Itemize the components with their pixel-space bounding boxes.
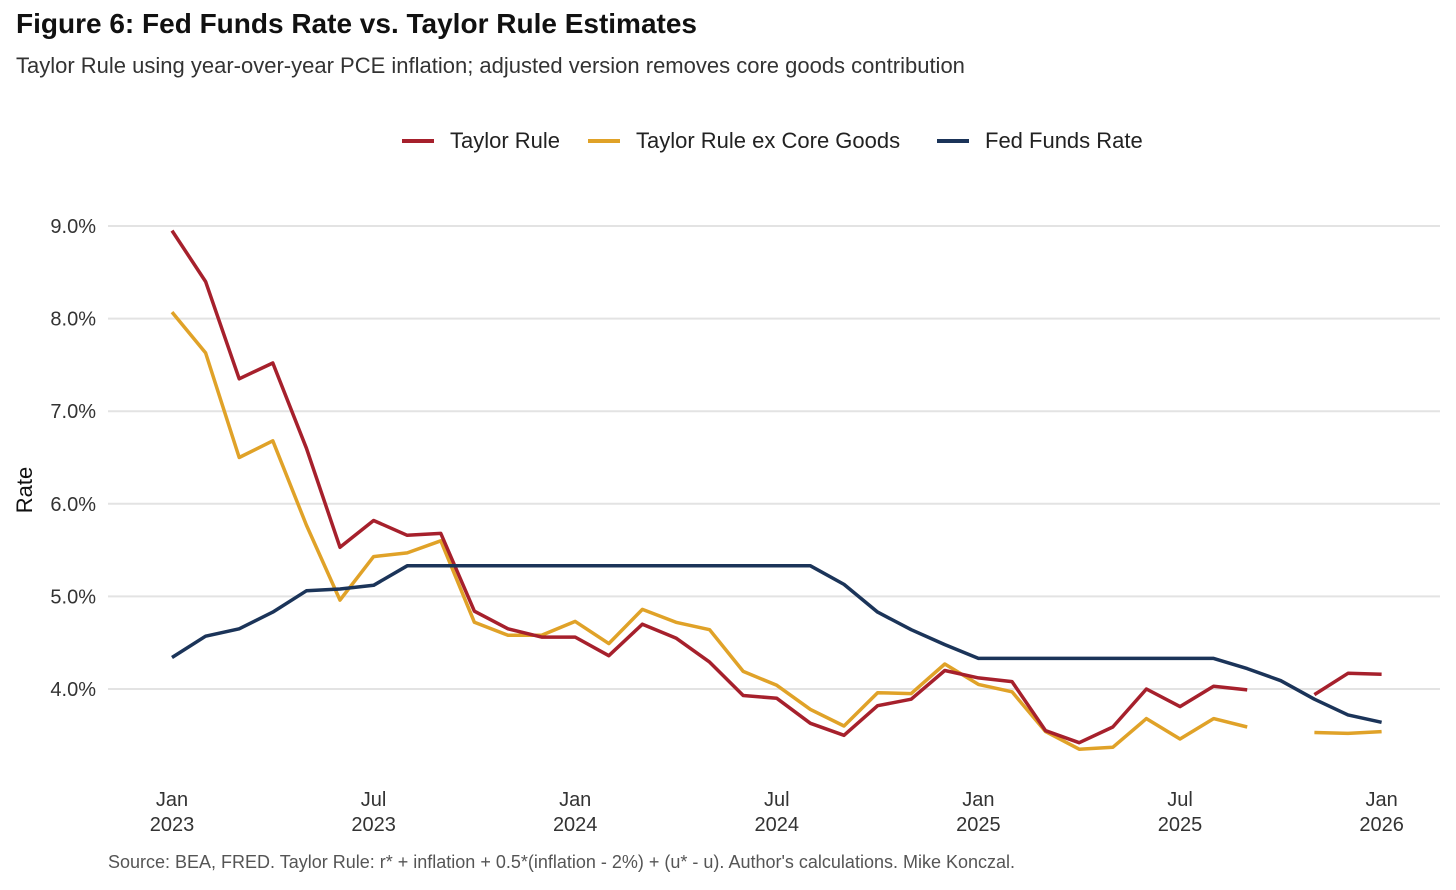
y-tick-label: 6.0% <box>50 494 96 516</box>
legend: Taylor Rule Taylor Rule ex Core Goods Fe… <box>0 126 1456 156</box>
legend-swatch-taylor-rule <box>402 139 434 143</box>
x-tick-label-year: 2024 <box>755 814 800 836</box>
x-tick-label-year: 2026 <box>1359 814 1404 836</box>
y-axis-title: Rate <box>12 467 37 513</box>
series-line-taylor-rule <box>1313 671 1382 697</box>
y-tick-label: 8.0% <box>50 309 96 331</box>
legend-item-taylor-rule-ex-core-goods: Taylor Rule ex Core Goods <box>588 126 900 156</box>
chart-subtitle: Taylor Rule using year-over-year PCE inf… <box>16 53 965 78</box>
x-tick-label-year: 2023 <box>351 814 396 836</box>
chart-title: Figure 6: Fed Funds Rate vs. Taylor Rule… <box>16 8 697 39</box>
x-tick-label-year: 2025 <box>956 814 1001 836</box>
legend-label-fed-funds-rate: Fed Funds Rate <box>985 128 1143 153</box>
x-tick-label-year: 2023 <box>150 814 195 836</box>
series-line-taylor-rule-ex-core-goods <box>170 310 1248 751</box>
x-tick-label-month: Jan <box>962 789 994 811</box>
line-chart: 4.0%5.0%6.0%7.0%8.0%9.0% Jan2023Jul2023J… <box>12 216 1440 836</box>
legend-label-taylor-rule: Taylor Rule <box>450 128 561 153</box>
y-tick-label: 7.0% <box>50 401 96 423</box>
series-taylor-rule-ex-core-goods <box>170 310 1382 751</box>
series-line-taylor-rule-ex-core-goods <box>1314 729 1382 736</box>
x-tick-label-month: Jan <box>156 789 188 811</box>
y-tick-label: 5.0% <box>50 586 96 608</box>
series-line-taylor-rule <box>170 229 1248 745</box>
series-taylor-rule <box>170 229 1382 745</box>
legend-swatch-taylor-rule-ex-core-goods <box>588 139 620 143</box>
x-tick-label-year: 2025 <box>1158 814 1203 836</box>
x-tick-label-year: 2024 <box>553 814 598 836</box>
series-fed-funds-rate <box>171 564 1382 725</box>
legend-swatch-fed-funds-rate <box>937 139 969 143</box>
y-tick-label: 4.0% <box>50 679 96 701</box>
x-tick-label-month: Jul <box>361 789 387 811</box>
gridlines <box>108 225 1440 690</box>
y-tick-label: 9.0% <box>50 216 96 238</box>
legend-item-fed-funds-rate: Fed Funds Rate <box>937 126 1143 156</box>
x-axis-ticks: Jan 2023 Jul 2023 Jan 2024 Jul 2024 Jan 2025 Jul 20… <box>150 789 1404 836</box>
source-note: Source: BEA, FRED. Taylor Rule: r* + inf… <box>108 852 1016 872</box>
x-tick-label-month: Jan <box>1365 789 1397 811</box>
series-lines <box>170 229 1382 751</box>
legend-label-taylor-rule-ex-core-goods: Taylor Rule ex Core Goods <box>636 128 901 153</box>
legend-item-taylor-rule: Taylor Rule <box>402 126 560 156</box>
x-tick-label-month: Jul <box>764 789 790 811</box>
y-axis-ticks: 4.0% 5.0% 6.0% 7.0% 8.0% 9.0% <box>50 216 96 701</box>
series-line-fed-funds-rate <box>171 564 1382 725</box>
x-tick-label-month: Jan <box>559 789 591 811</box>
x-tick-label-month: Jul <box>1167 789 1193 811</box>
